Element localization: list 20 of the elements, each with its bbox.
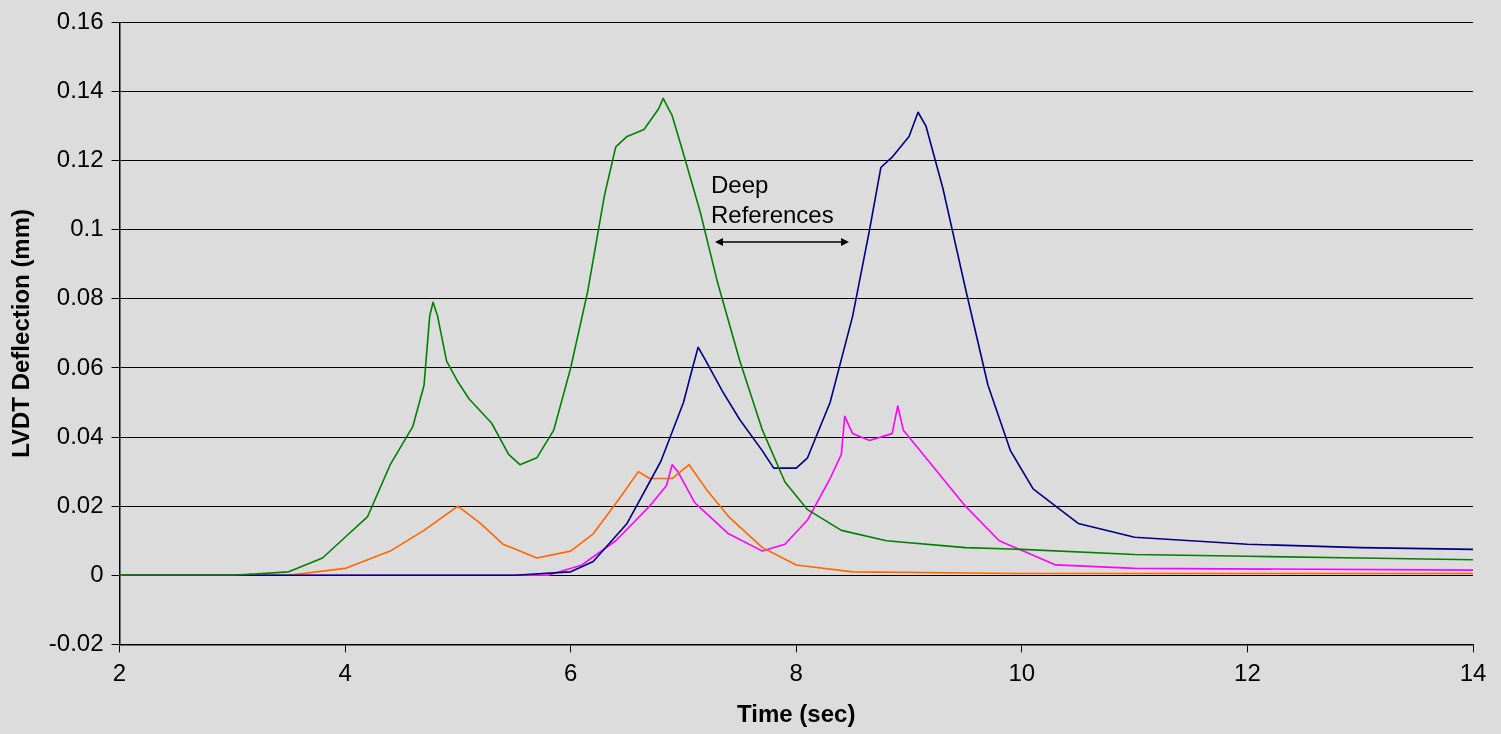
x-tick-label: 6 [563, 659, 578, 687]
x-tick-label: 4 [338, 659, 352, 687]
x-tick-label: 12 [1234, 659, 1261, 687]
y-tick-label: 0.14 [56, 76, 104, 104]
y-tick-label: 0.16 [56, 7, 104, 35]
x-tick-label: 14 [1459, 659, 1487, 687]
y-tick-label: -0.02 [48, 629, 104, 657]
x-tick-label: 10 [1008, 659, 1036, 687]
x-tick-label: 8 [789, 659, 803, 687]
y-tick-label: 0.06 [56, 352, 104, 380]
y-tick-label: 0.04 [56, 421, 104, 449]
x-tick-label: 2 [112, 659, 127, 687]
y-axis-title: LVDT Deflection (mm) [7, 208, 35, 458]
y-tick-label: 0.12 [56, 145, 104, 173]
y-tick-label: 0.08 [56, 283, 104, 311]
y-tick-label: 0.1 [70, 214, 104, 242]
annotation: Deep References [710, 170, 834, 228]
x-axis-title: Time (sec) [737, 700, 856, 728]
y-tick-label: 0 [90, 559, 104, 587]
y-tick-label: 0.02 [56, 490, 104, 518]
